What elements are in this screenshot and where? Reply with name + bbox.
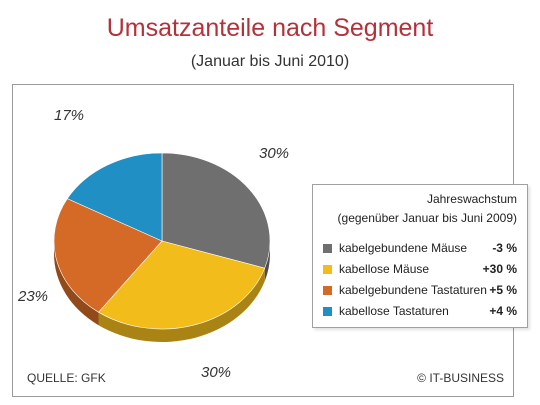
legend-item-wired-keyboards: kabelgebundene Tastaturen +5 % <box>323 283 517 299</box>
legend: Jahreswachstum (gegenüber Januar bis Jun… <box>312 184 528 328</box>
legend-label: kabelgebundene Tastaturen <box>339 283 487 297</box>
legend-swatch-wireless-keyboards <box>323 307 332 316</box>
pie-slice-wireless-keyboards <box>66 152 163 242</box>
slice-label-wireless-mice: 30% <box>201 364 232 381</box>
pie-slice-wireless-mice <box>98 240 266 330</box>
copyright-note: © IT-BUSINESS <box>417 371 504 385</box>
legend-swatch-wired-mice <box>323 244 332 253</box>
legend-value: +30 % <box>482 262 517 276</box>
legend-value: +4 % <box>489 304 517 318</box>
pie-slices <box>53 152 271 330</box>
legend-item-wired-mice: kabelgebundene Mäuse -3 % <box>323 241 517 257</box>
pie-slice-wired-keyboards <box>53 198 163 313</box>
legend-swatch-wired-keyboards <box>323 286 332 295</box>
slice-label-wired-mice: 30% <box>259 145 290 162</box>
legend-subtitle: (gegenüber Januar bis Juni 2009) <box>337 211 517 225</box>
legend-value: -3 % <box>492 241 517 255</box>
slice-label-wireless-keyboards: 17% <box>54 107 85 124</box>
slice-label-wired-keyboards: 23% <box>18 288 49 305</box>
legend-label: kabelgebundene Mäuse <box>339 241 468 255</box>
legend-value: +5 % <box>489 283 517 297</box>
chart-subtitle: (Januar bis Juni 2010) <box>190 53 350 70</box>
legend-title: Jahreswachstum <box>426 192 517 206</box>
legend-swatch-wireless-mice <box>323 265 332 274</box>
legend-item-wireless-keyboards: kabellose Tastaturen +4 % <box>323 304 517 320</box>
pie-side-wireless-mice <box>98 268 265 343</box>
legend-item-wireless-mice: kabellose Mäuse +30 % <box>323 262 517 278</box>
legend-label: kabellose Mäuse <box>339 262 430 276</box>
source-note: QUELLE: GFK <box>27 371 106 385</box>
pie-slice-wired-mice <box>161 152 271 269</box>
pie-side-wired-keyboards <box>54 241 99 326</box>
chart-title: Umsatzanteile nach Segment <box>106 14 434 42</box>
legend-label: kabellose Tastaturen <box>339 304 449 318</box>
